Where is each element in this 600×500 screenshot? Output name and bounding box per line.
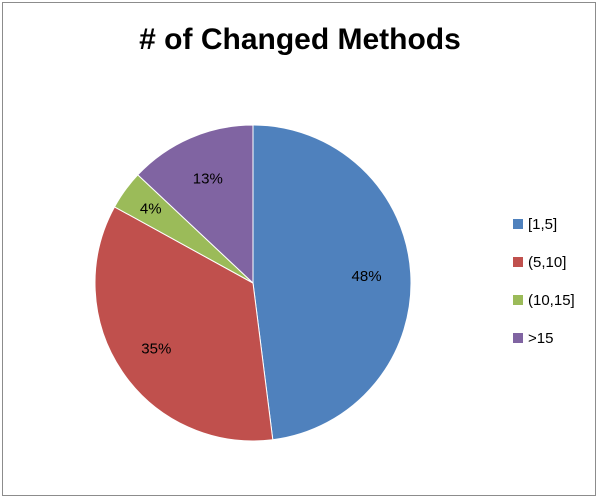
chart-frame: # of Changed Methods 48% 35% 4% 13% [1,5] (5… xyxy=(2,2,596,496)
slice-5-10 xyxy=(94,206,274,442)
legend-swatch-slice-10-15 xyxy=(513,295,523,305)
legend-swatch-slice-1-5 xyxy=(513,219,523,229)
slice-5-10-label: 35% xyxy=(141,341,171,358)
pie-chart: 48% 35% 4% 13% [1,5] (5,10] (10,15] >15 xyxy=(94,124,575,442)
legend-swatch-slice-over-15 xyxy=(513,333,523,343)
legend-label-slice-5-10: (5,10] xyxy=(528,254,566,271)
slice-over-15 xyxy=(137,124,254,285)
slice-1-5-label: 48% xyxy=(352,268,382,285)
pie-slice-labels: 48% 35% 4% 13% xyxy=(140,171,382,358)
slice-10-15-label: 4% xyxy=(140,201,162,218)
legend: [1,5] (5,10] (10,15] >15 xyxy=(513,216,575,347)
legend-swatch-slice-5-10 xyxy=(513,257,523,267)
pie-slices xyxy=(94,124,412,442)
legend-label-slice-10-15: (10,15] xyxy=(528,292,575,309)
legend-label-slice-over-15: >15 xyxy=(528,330,553,347)
slice-1-5 xyxy=(252,124,412,441)
chart-title: # of Changed Methods xyxy=(139,23,461,56)
legend-label-slice-1-5: [1,5] xyxy=(528,216,557,233)
slice-over-15-label: 13% xyxy=(193,171,223,188)
